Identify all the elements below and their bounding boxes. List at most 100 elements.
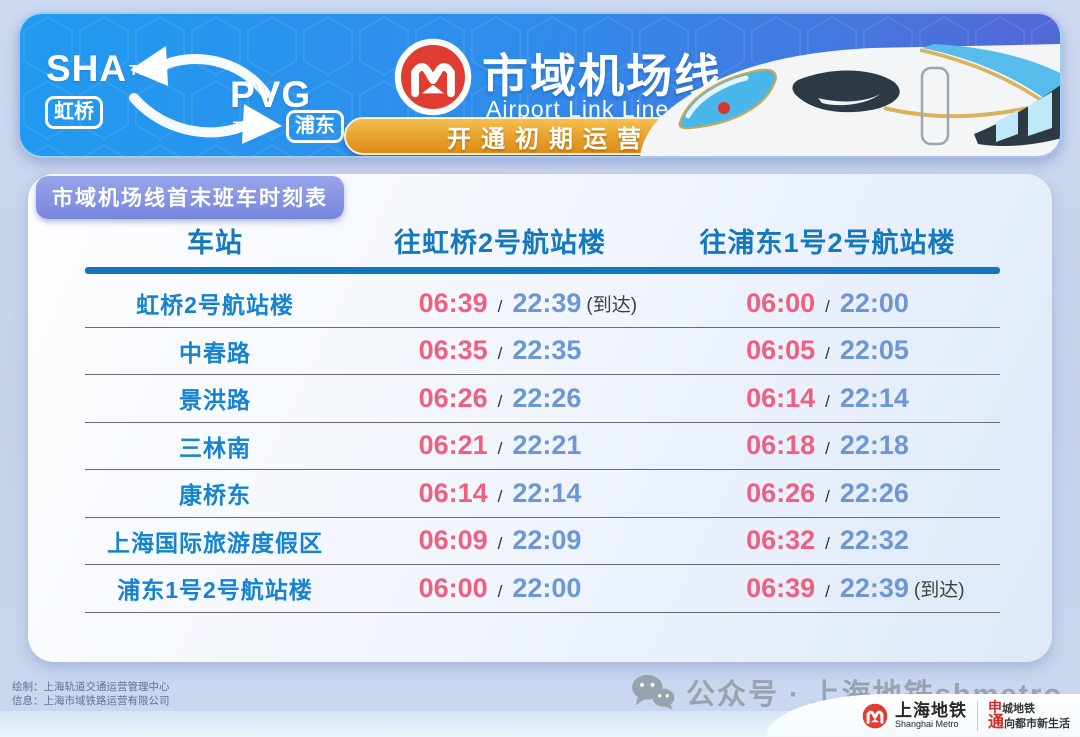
times-to-hongqiao: 06:09 / 22:09 xyxy=(345,525,655,556)
station-name: 浦东1号2号航站楼 xyxy=(117,577,313,604)
last-train-time: 22:00 xyxy=(512,572,582,603)
divider xyxy=(976,700,978,731)
last-train-time: 22:26 xyxy=(512,382,582,413)
table-row: 景洪路 06:26 / 22:26 06:14 / 22:14 xyxy=(85,375,1000,423)
header-banner: SHAT2 虹桥 PVG T1 T2 浦东 市域机场线 Airport Link… xyxy=(18,12,1062,158)
time-separator: / xyxy=(497,391,503,411)
time-separator: / xyxy=(825,581,830,601)
table-row: 上海国际旅游度假区 06:09 / 22:09 06:32 / 22:32 xyxy=(85,518,1000,565)
slogan-text: 城地铁 xyxy=(1001,702,1035,715)
time-separator: / xyxy=(825,391,830,411)
round-trip-arrows-icon xyxy=(129,46,282,144)
station-name: 康桥东 xyxy=(179,482,251,509)
time-separator: / xyxy=(825,534,830,554)
table-row: 三林南 06:21 / 22:21 06:18 / 22:18 xyxy=(85,423,1000,470)
times-to-hongqiao: 06:14 / 22:14 xyxy=(345,478,655,509)
last-train-time: 22:14 xyxy=(512,477,582,508)
time-separator: / xyxy=(825,344,830,364)
station-name: 三林南 xyxy=(179,434,251,461)
destination-airport-code: PVG xyxy=(230,74,312,115)
times-to-pudong: 06:05 / 22:05 xyxy=(655,335,1000,366)
table-row: 虹桥2号航站楼 06:39 / 22:39 (到达) 06:00 / 22:00 xyxy=(85,280,1000,328)
station-name: 虹桥2号航站楼 xyxy=(136,292,294,319)
first-train-time: 06:18 xyxy=(746,430,816,461)
first-train-time: 06:21 xyxy=(418,430,488,461)
shanghai-metro-logo-icon xyxy=(394,38,472,116)
metro-name-cn: 上海地铁 xyxy=(894,701,967,720)
column-header-to-pudong: 往浦东1号2号航站楼 xyxy=(699,227,956,258)
first-train-time: 06:14 xyxy=(746,382,816,413)
header-underline xyxy=(85,267,1000,274)
arrival-note: (到达) xyxy=(913,579,965,601)
origin-airport-code: SHAT2 xyxy=(46,48,149,90)
train-illustration xyxy=(640,44,1060,156)
wechat-icon xyxy=(632,674,675,711)
timetable-caption-badge: 市域机场线首末班车时刻表 xyxy=(36,176,344,219)
arrival-note: (到达) xyxy=(586,294,638,316)
times-to-pudong: 06:00 / 22:00 xyxy=(655,288,1000,319)
last-train-time: 22:05 xyxy=(839,335,909,366)
column-header-station: 车站 xyxy=(187,227,243,258)
destination-name-badge: 浦东 xyxy=(286,110,344,143)
last-train-time: 22:09 xyxy=(512,525,582,556)
table-row: 浦东1号2号航站楼 06:00 / 22:00 06:39 / 22:39 (到达) xyxy=(85,565,1000,613)
first-train-time: 06:35 xyxy=(418,335,488,366)
times-to-hongqiao: 06:00 / 22:00 xyxy=(345,573,655,604)
last-train-time: 22:39 xyxy=(512,287,582,318)
first-train-time: 06:39 xyxy=(418,287,488,318)
shanghai-metro-logo-icon xyxy=(860,700,890,731)
slogan-accent: 申 xyxy=(987,698,1002,715)
last-train-time: 22:26 xyxy=(839,477,909,508)
times-to-pudong: 06:18 / 22:18 xyxy=(655,430,1000,461)
last-train-time: 22:14 xyxy=(839,382,909,413)
time-separator: / xyxy=(825,486,830,506)
first-train-time: 06:00 xyxy=(418,572,488,603)
station-name: 上海国际旅游度假区 xyxy=(107,529,323,556)
time-separator: / xyxy=(497,344,503,364)
credit-line-2: 信息：上海市域铁路运营有限公司 xyxy=(12,696,170,707)
destination-terminals-label: T1 T2 xyxy=(233,118,270,134)
last-train-time: 22:35 xyxy=(512,335,582,366)
slogan-text: 向都市新生活 xyxy=(1004,717,1070,730)
timetable: 车站 往虹桥2号航站楼 往浦东1号2号航站楼 虹桥2号航站楼 06:39 / 22:… xyxy=(85,216,1000,613)
first-train-time: 06:26 xyxy=(746,477,816,508)
credits: 绘制：上海轨道交通运营管理中心 信息：上海市域铁路运营有限公司 xyxy=(12,681,170,709)
times-to-hongqiao: 06:39 / 22:39 (到达) xyxy=(345,288,655,319)
station-name: 景洪路 xyxy=(179,387,251,414)
shanghai-metro-brand: 上海地铁 Shanghai Metro xyxy=(860,700,967,731)
table-row: 中春路 06:35 / 22:35 06:05 / 22:05 xyxy=(85,328,1000,375)
table-row: 康桥东 06:14 / 22:14 06:26 / 22:26 xyxy=(85,470,1000,518)
first-train-time: 06:32 xyxy=(746,525,816,556)
time-separator: / xyxy=(497,581,503,601)
times-to-pudong: 06:26 / 22:26 xyxy=(655,478,1000,509)
metro-slogan: 申城地铁 通向都市新生活 xyxy=(987,698,1074,731)
last-train-time: 22:39 xyxy=(839,572,909,603)
last-train-time: 22:00 xyxy=(839,287,909,318)
slogan-accent: 通 xyxy=(987,713,1004,731)
first-train-time: 06:26 xyxy=(418,382,488,413)
last-train-time: 22:32 xyxy=(839,525,909,556)
time-separator: / xyxy=(497,534,503,554)
time-separator: / xyxy=(825,439,830,459)
times-to-hongqiao: 06:21 / 22:21 xyxy=(345,430,655,461)
time-separator: / xyxy=(825,296,830,316)
brand-band: 上海地铁 Shanghai Metro 申城地铁 通向都市新生活 xyxy=(766,694,1080,737)
last-train-time: 22:18 xyxy=(839,430,909,461)
table-header-row: 车站 往虹桥2号航站楼 往浦东1号2号航站楼 xyxy=(85,216,1000,264)
times-to-hongqiao: 06:26 / 22:26 xyxy=(345,383,655,414)
credit-line-1: 绘制：上海轨道交通运营管理中心 xyxy=(12,682,170,693)
first-train-time: 06:14 xyxy=(418,477,488,508)
first-train-time: 06:00 xyxy=(746,287,816,318)
times-to-pudong: 06:39 / 22:39 (到达) xyxy=(655,573,1000,604)
time-separator: / xyxy=(497,439,503,459)
time-separator: / xyxy=(497,486,503,506)
timetable-card: 车站 往虹桥2号航站楼 往浦东1号2号航站楼 虹桥2号航站楼 06:39 / 22:… xyxy=(28,174,1052,662)
last-train-time: 22:21 xyxy=(512,430,582,461)
origin-name-badge: 虹桥 xyxy=(45,96,103,129)
first-train-time: 06:39 xyxy=(746,572,816,603)
first-train-time: 06:09 xyxy=(418,525,488,556)
table-body: 虹桥2号航站楼 06:39/22:39 (到达) 06:00/22:00 中春路 … xyxy=(85,280,1000,613)
column-header-to-hongqiao: 往虹桥2号航站楼 xyxy=(393,227,607,258)
times-to-pudong: 06:32 / 22:32 xyxy=(655,525,1000,556)
